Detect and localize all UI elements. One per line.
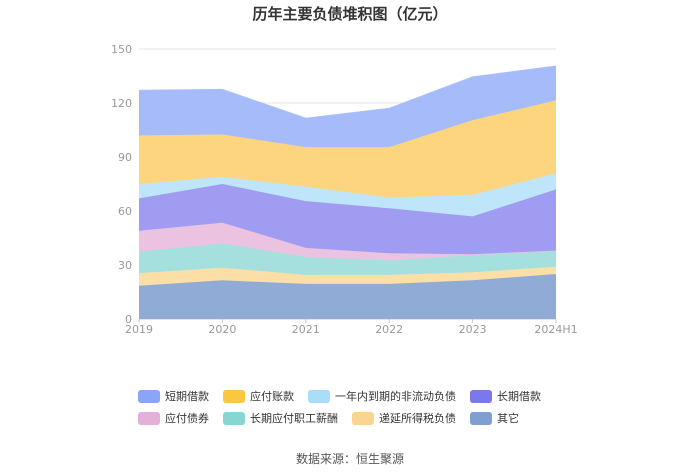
series-line <box>138 222 557 255</box>
legend-label: 其它 <box>497 412 519 425</box>
legend-item[interactable]: 一年内到期的非流动负债 <box>308 388 456 404</box>
legend-label: 递延所得税负债 <box>379 412 456 425</box>
x-tick-label: 2024H1 <box>534 323 577 336</box>
area-series <box>139 222 556 261</box>
x-tick-label: 2022 <box>375 323 403 336</box>
legend-label: 短期借款 <box>165 390 209 403</box>
chart-title: 历年主要负债堆积图（亿元） <box>252 5 448 23</box>
legend-swatch <box>352 411 374 425</box>
area-series <box>139 173 556 217</box>
x-tick-label: 2020 <box>208 323 236 336</box>
legend-swatch <box>470 389 492 403</box>
area-series <box>139 184 556 255</box>
legend-swatch <box>308 389 330 403</box>
legend-label: 一年内到期的非流动负债 <box>335 390 456 403</box>
legend-label: 应付债券 <box>165 412 209 425</box>
y-tick-label: 90 <box>118 151 132 164</box>
area-series <box>139 266 556 286</box>
chart-legend: 短期借款 应付账款 一年内到期的非流动负债 长期借款应付债券 长期应付职工薪酬 递延所得税… <box>138 388 578 426</box>
legend-swatch <box>223 389 245 403</box>
legend-item[interactable]: 应付债券 <box>138 410 209 426</box>
legend-item[interactable]: 递延所得税负债 <box>352 410 456 426</box>
y-tick-label: 150 <box>111 43 132 56</box>
data-source: 数据来源：恒生聚源 <box>295 452 404 466</box>
legend-swatch <box>223 411 245 425</box>
x-tick-label: 2021 <box>292 323 320 336</box>
area-series <box>139 100 556 198</box>
legend-item[interactable]: 其它 <box>470 410 519 426</box>
x-tick-label: 2023 <box>459 323 487 336</box>
series-line <box>138 65 557 119</box>
legend-label: 应付账款 <box>250 390 294 403</box>
x-tick-label: 2019 <box>125 323 153 336</box>
y-tick-label: 30 <box>118 259 132 272</box>
legend-item[interactable]: 短期借款 <box>138 388 209 404</box>
legend-item[interactable]: 长期借款 <box>470 388 541 404</box>
legend-swatch <box>138 411 160 425</box>
legend-label: 长期应付职工薪酬 <box>250 412 338 425</box>
area-series <box>139 66 556 148</box>
legend-swatch <box>138 389 160 403</box>
legend-item[interactable]: 应付账款 <box>223 388 294 404</box>
legend-label: 长期借款 <box>497 390 541 403</box>
area-series <box>139 274 556 319</box>
y-tick-label: 60 <box>118 205 132 218</box>
y-tick-label: 120 <box>111 97 132 110</box>
legend-swatch <box>470 411 492 425</box>
y-tick-label: 0 <box>125 313 132 326</box>
legend-item[interactable]: 长期应付职工薪酬 <box>223 410 338 426</box>
